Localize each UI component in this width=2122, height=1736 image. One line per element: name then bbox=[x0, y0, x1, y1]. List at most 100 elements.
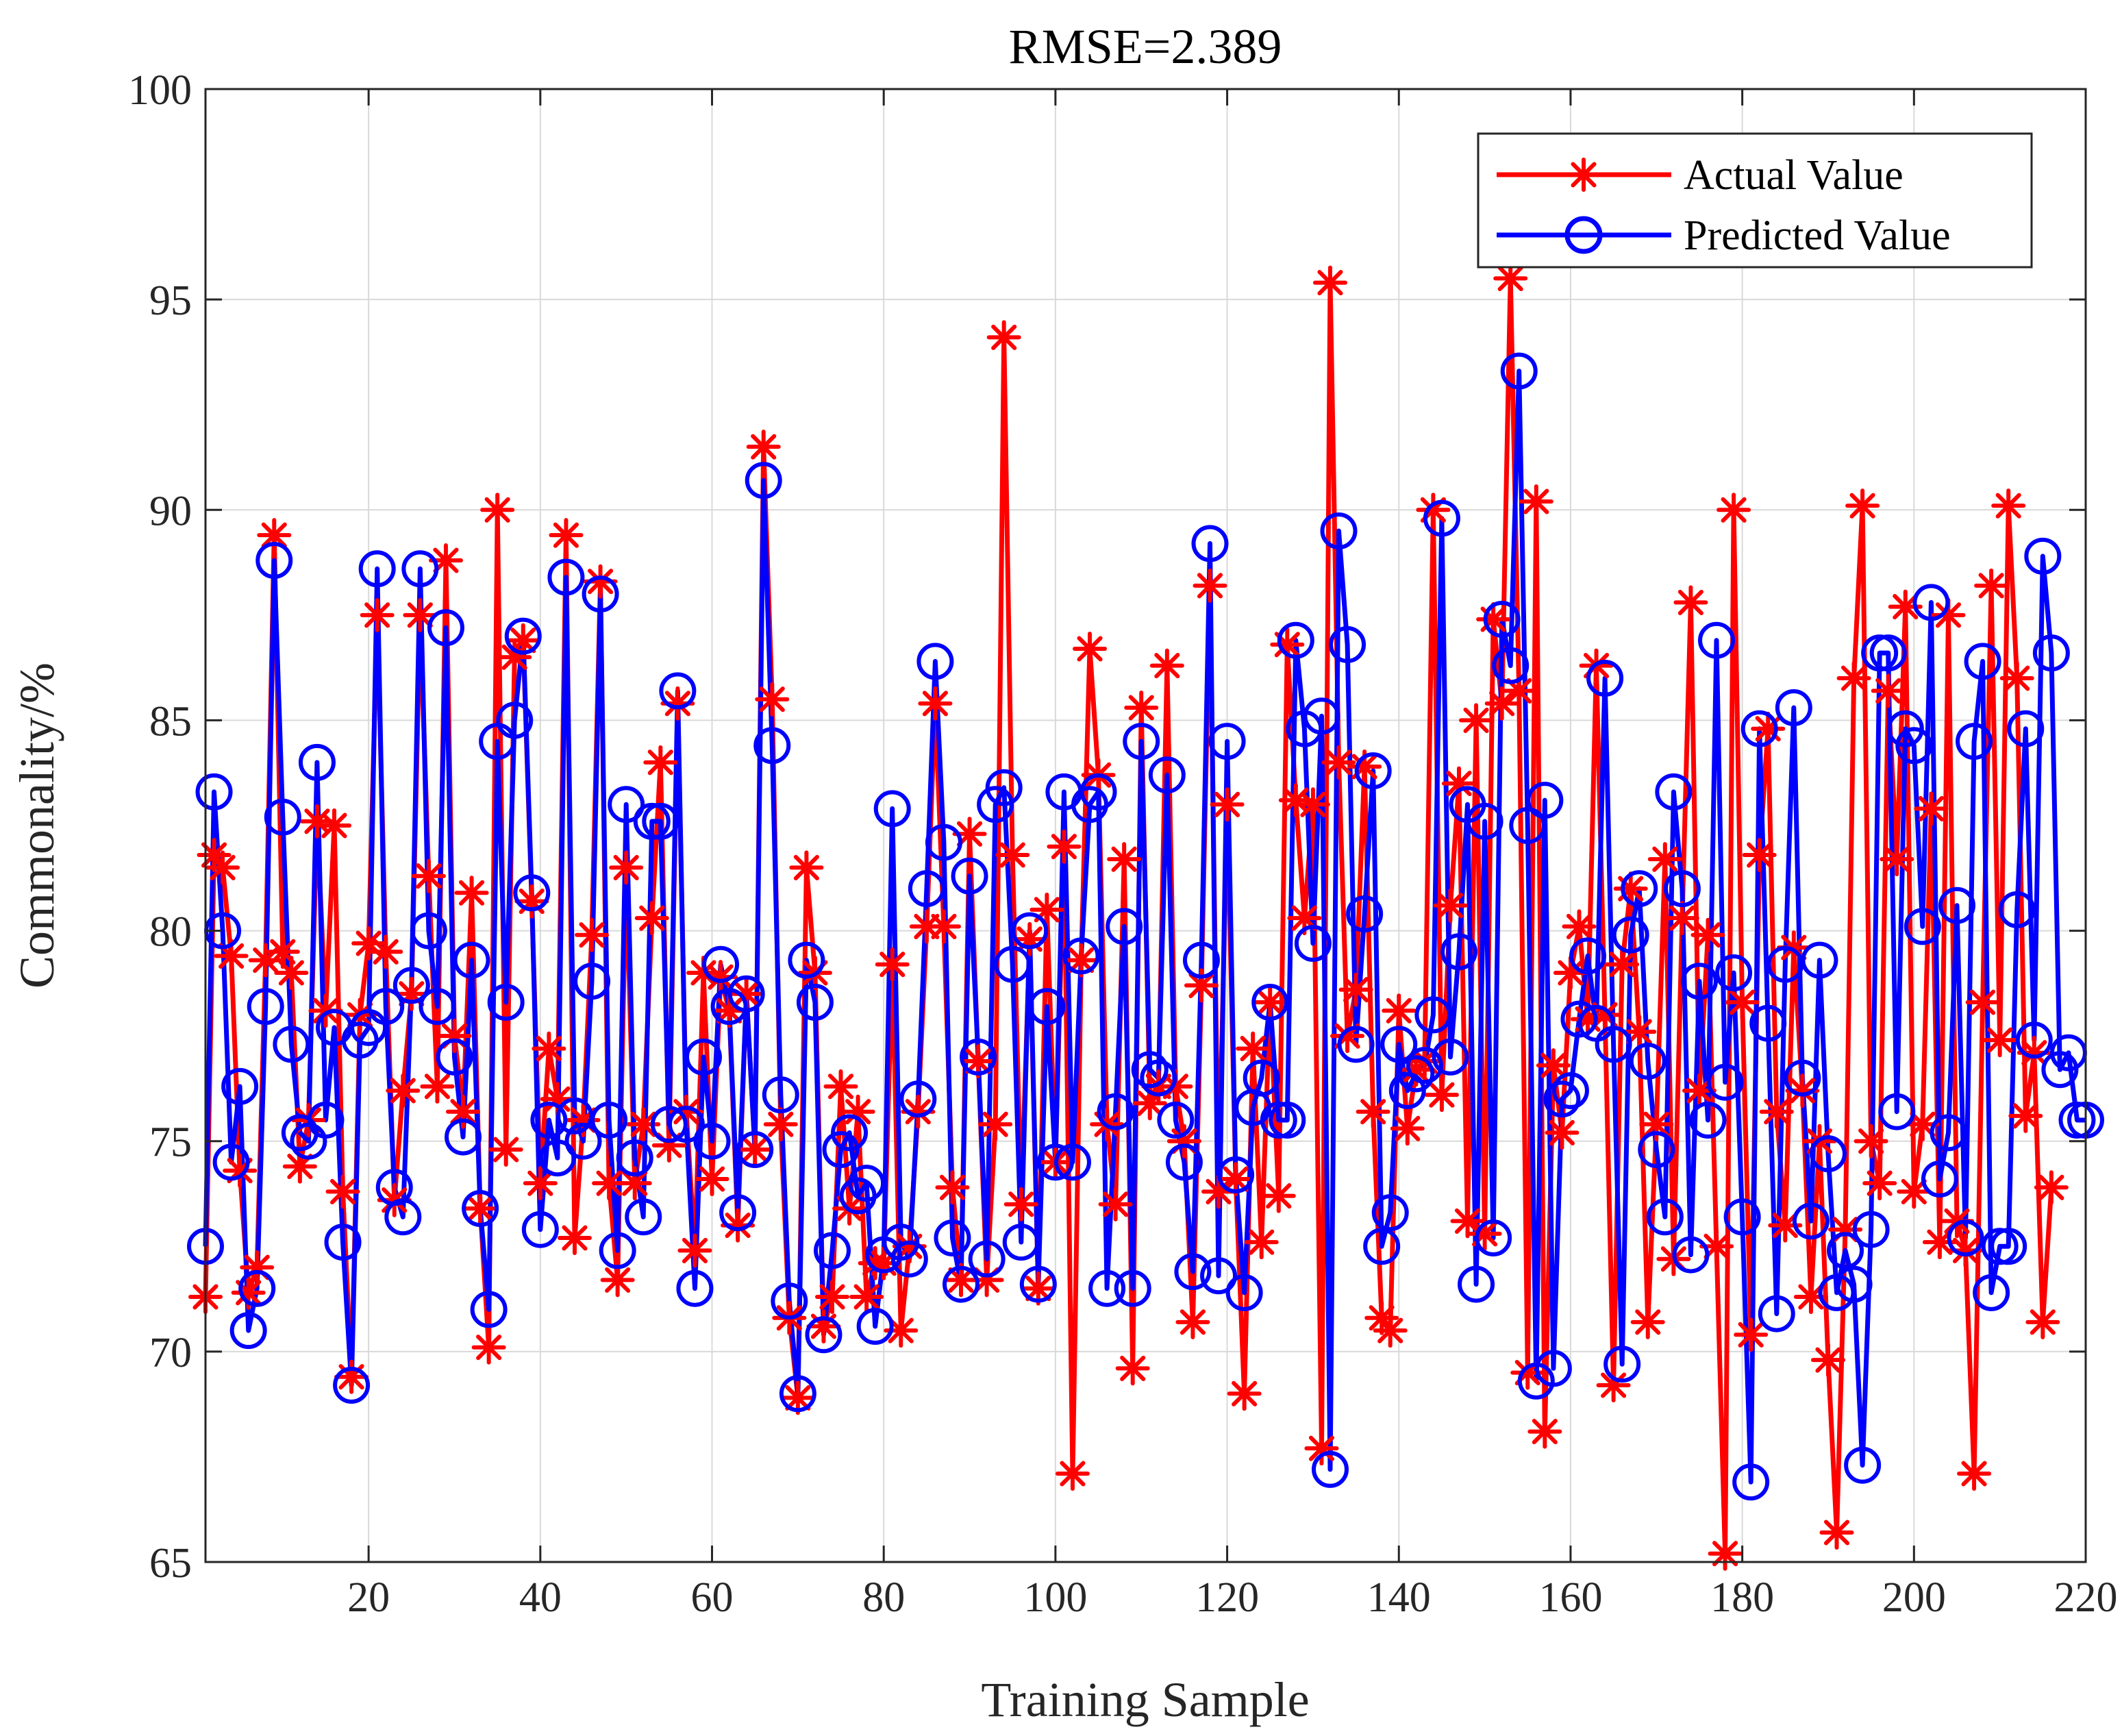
y-tick-label: 90 bbox=[149, 488, 192, 534]
y-axis-title: Commonality/% bbox=[10, 662, 64, 989]
predicted-value-point bbox=[633, 802, 671, 840]
actual-value-point-stroke bbox=[1300, 791, 1326, 817]
actual-value-point bbox=[480, 493, 515, 528]
predicted-value-point bbox=[1157, 1102, 1195, 1139]
actual-value-point bbox=[918, 686, 953, 721]
legend-predicted-marker bbox=[1564, 216, 1603, 254]
predicted-value-point bbox=[255, 542, 293, 579]
y-tick-label: 65 bbox=[149, 1540, 192, 1587]
predicted-value-point bbox=[298, 743, 336, 781]
actual-value-point bbox=[1278, 783, 1313, 818]
actual-value-point-stroke bbox=[1823, 1520, 1850, 1546]
predicted-value-point bbox=[1423, 499, 1460, 537]
predicted-value-point bbox=[1269, 1102, 1306, 1139]
actual-value-point bbox=[1390, 1111, 1425, 1146]
actual-value-point bbox=[1810, 1343, 1845, 1378]
predicted-value-point bbox=[504, 617, 542, 655]
predicted-value-point bbox=[1140, 1059, 1177, 1097]
actual-value-point-stroke bbox=[562, 1225, 588, 1251]
actual-value-point-stroke bbox=[1395, 1115, 1421, 1141]
actual-value-point-stroke bbox=[1179, 1309, 1206, 1335]
predicted-value-point bbox=[2015, 1021, 2053, 1059]
actual-value-point bbox=[1124, 691, 1159, 725]
actual-value-point-stroke bbox=[1978, 573, 2004, 599]
actual-value-point-stroke bbox=[827, 1074, 854, 1100]
actual-value-point bbox=[1622, 1015, 1657, 1049]
predicted-value-point bbox=[1603, 1346, 1641, 1383]
predicted-value-point bbox=[238, 1269, 276, 1307]
predicted-value-point bbox=[1174, 1253, 1212, 1291]
actual-value-point-stroke bbox=[1343, 977, 1369, 1003]
predicted-value-point bbox=[822, 1131, 860, 1168]
actual-value-point-stroke bbox=[476, 1335, 502, 1361]
actual-value-point-stroke bbox=[1291, 905, 1317, 931]
actual-value-point-stroke bbox=[1738, 1322, 1764, 1348]
predicted-value-point bbox=[427, 609, 464, 647]
actual-value-point bbox=[1107, 842, 1142, 877]
predicted-value-point bbox=[676, 1269, 714, 1307]
actual-value-point-stroke bbox=[1781, 934, 1807, 960]
actual-value-point-stroke bbox=[1008, 1191, 1034, 1217]
predicted-value-point bbox=[573, 963, 611, 1000]
actual-value-point bbox=[334, 1359, 369, 1394]
actual-value-point bbox=[1312, 265, 1347, 300]
actual-value-point-stroke bbox=[201, 842, 227, 868]
actual-value-point bbox=[532, 1031, 566, 1066]
actual-value-point bbox=[926, 909, 961, 944]
predicted-value-point bbox=[1732, 1463, 1770, 1501]
actual-value-point bbox=[454, 876, 489, 910]
actual-value-point-stroke bbox=[1910, 1111, 1936, 1137]
predicted-value-point bbox=[719, 1194, 757, 1232]
actual-value-point bbox=[1862, 1166, 1897, 1201]
predicted-value-point bbox=[873, 790, 911, 828]
predicted-value-point bbox=[1543, 1080, 1581, 1118]
actual-value-point-stroke bbox=[845, 1099, 871, 1125]
actual-value-point bbox=[317, 808, 352, 843]
predicted-value-point bbox=[564, 1122, 602, 1160]
actual-value-point-stroke bbox=[1893, 594, 1919, 620]
y-tick-label: 75 bbox=[149, 1119, 192, 1166]
predicted-value-point bbox=[2058, 1102, 2096, 1139]
actual-value-point bbox=[1742, 838, 1777, 872]
predicted-value-point bbox=[977, 786, 1014, 823]
actual-value-point-stroke bbox=[1643, 1111, 1669, 1137]
predicted-value-point bbox=[1990, 1228, 2027, 1265]
actual-value-point-stroke bbox=[999, 842, 1025, 868]
predicted-value-point bbox=[702, 945, 740, 983]
predicted-value-point bbox=[1106, 908, 1143, 945]
chart-title: RMSE=2.389 bbox=[1009, 19, 1282, 74]
predicted-value-point bbox=[1329, 625, 1366, 663]
actual-value-point-stroke bbox=[922, 691, 948, 717]
predicted-value-point bbox=[1346, 895, 1384, 932]
actual-value-point-stroke bbox=[939, 1174, 966, 1200]
actual-value-point-stroke bbox=[1995, 493, 2021, 519]
actual-value-point-stroke bbox=[1360, 1099, 1386, 1125]
legend-actual-asterisk-stroke bbox=[1571, 162, 1597, 188]
predicted-value-point bbox=[1672, 1236, 1710, 1274]
predicted-value-point bbox=[2024, 537, 2062, 575]
actual-value-point bbox=[514, 884, 549, 919]
predicted-value-point bbox=[530, 1102, 568, 1139]
actual-value-point bbox=[592, 1166, 627, 1201]
actual-value-point-stroke bbox=[1841, 665, 1867, 691]
actual-value-point-stroke bbox=[699, 1166, 725, 1192]
predicted-value-point bbox=[1260, 1102, 1297, 1139]
actual-value-point-stroke bbox=[579, 922, 605, 948]
actual-value-point bbox=[961, 1044, 996, 1078]
predicted-value-point bbox=[1492, 647, 1530, 684]
predicted-value-point bbox=[1303, 697, 1340, 735]
predicted-value-point bbox=[487, 984, 525, 1021]
actual-value-point-stroke bbox=[2004, 665, 2030, 691]
actual-value-point-stroke bbox=[1730, 989, 1756, 1015]
predicted-value-point bbox=[1655, 773, 1693, 810]
actual-value-point bbox=[1999, 661, 2034, 695]
predicted-value-point bbox=[1981, 1228, 2019, 1265]
predicted-value-point bbox=[1784, 1059, 1821, 1097]
actual-value-point-stroke bbox=[605, 1267, 631, 1293]
predicted-value-point bbox=[659, 672, 697, 710]
actual-value-point-stroke bbox=[1111, 846, 1137, 872]
actual-value-point bbox=[1845, 488, 1880, 523]
actual-value-point-stroke bbox=[536, 1036, 562, 1062]
predicted-value-point bbox=[445, 1118, 482, 1156]
actual-value-point-stroke bbox=[484, 497, 510, 523]
